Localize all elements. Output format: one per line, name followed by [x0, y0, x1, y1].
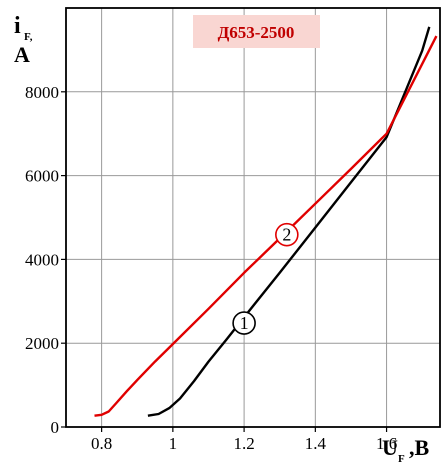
x-axis-ticks: 0.8 1 1.2 1.4 1.6	[91, 427, 397, 453]
curve-label-1: 1	[232, 311, 256, 335]
curve-label-circle	[275, 222, 299, 247]
plot-frame	[65, 7, 441, 428]
chart-title: Д653-2500	[193, 15, 320, 48]
y-tick-label: 6000	[25, 167, 59, 186]
x-axis-title: U F ,B	[382, 435, 430, 465]
x-tick-label: 1.4	[305, 434, 327, 453]
y-axis-ticks: 0 2000 4000 6000 8000	[25, 83, 66, 437]
curve-label-2: 2	[275, 222, 299, 247]
series-line-1	[147, 26, 431, 417]
curve-label-circle	[232, 311, 256, 335]
x-axis-subscript: F	[398, 453, 405, 465]
x-tick-label: 1.6	[376, 434, 397, 453]
grid	[66, 8, 440, 427]
y-axis-title: i F, A	[14, 13, 33, 67]
curve-label-text: 1	[240, 313, 249, 333]
x-axis-unit: ,B	[409, 435, 430, 460]
x-tick-label: 1.2	[233, 434, 254, 453]
y-axis-symbol: i	[14, 13, 21, 39]
x-tick-label: 0.8	[91, 434, 112, 453]
y-tick-label: 0	[51, 418, 60, 437]
y-axis-subscript: F,	[24, 31, 33, 43]
x-tick-label: 1	[169, 434, 178, 453]
curve-label-text: 2	[282, 225, 291, 245]
series	[94, 26, 438, 417]
y-tick-label: 2000	[25, 334, 59, 353]
series-line-2	[94, 35, 438, 417]
y-axis-unit: A	[14, 42, 30, 67]
curve-annotations: 12	[232, 222, 299, 335]
y-tick-label: 8000	[25, 83, 59, 102]
x-axis-symbol: U	[382, 435, 398, 460]
y-tick-label: 4000	[25, 250, 59, 269]
chart-title-text: Д653-2500	[218, 23, 295, 42]
